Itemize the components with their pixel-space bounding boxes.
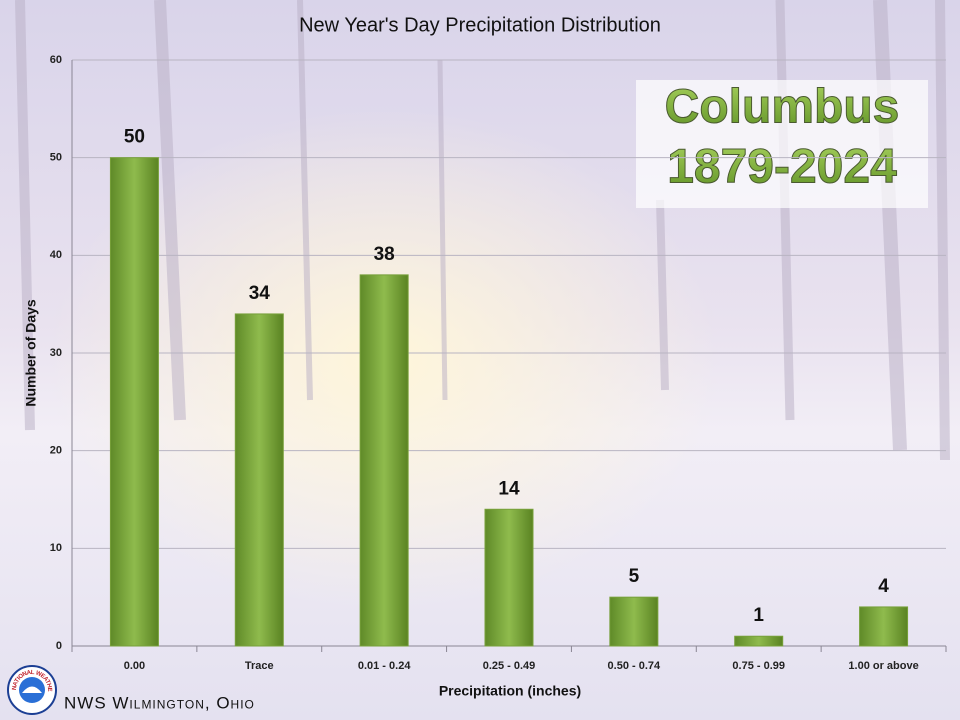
x-tick-label: 0.01 - 0.24 bbox=[358, 660, 411, 672]
data-label: 14 bbox=[498, 478, 520, 499]
bar bbox=[109, 157, 159, 647]
bar bbox=[359, 274, 409, 647]
footer: NWS Wilmington, Ohio bbox=[64, 693, 255, 712]
data-label: 34 bbox=[249, 283, 271, 304]
y-tick-label: 60 bbox=[50, 54, 62, 66]
bar bbox=[859, 606, 909, 647]
x-tick-label: 0.00 bbox=[124, 660, 145, 672]
trees bbox=[15, 0, 950, 461]
period-label: 1879-2024 bbox=[667, 141, 897, 194]
y-tick-label: 50 bbox=[50, 152, 62, 164]
data-label: 4 bbox=[878, 576, 889, 597]
x-tick-label: 0.75 - 0.99 bbox=[732, 660, 785, 672]
label-box bbox=[636, 80, 928, 208]
data-label: 50 bbox=[124, 127, 145, 148]
location-label: Columbus bbox=[665, 81, 900, 134]
data-label: 38 bbox=[374, 244, 395, 265]
data-label: 5 bbox=[629, 566, 640, 587]
y-tick-label: 20 bbox=[50, 445, 62, 457]
y-tick-label: 0 bbox=[56, 640, 62, 652]
y-tick-label: 40 bbox=[50, 249, 62, 261]
y-tick-label: 30 bbox=[50, 347, 62, 359]
bar bbox=[609, 596, 659, 647]
bar bbox=[484, 508, 534, 647]
bar bbox=[734, 635, 784, 647]
y-axis-label: Number of Days bbox=[23, 299, 39, 407]
y-tick-label: 10 bbox=[50, 542, 62, 554]
x-tick-label: 1.00 or above bbox=[848, 660, 918, 672]
x-tick-label: 0.25 - 0.49 bbox=[483, 660, 536, 672]
x-tick-label: Trace bbox=[245, 660, 274, 672]
chart-title: New Year's Day Precipitation Distributio… bbox=[299, 14, 661, 36]
x-axis-label: Precipitation (inches) bbox=[439, 683, 581, 699]
x-tick-label: 0.50 - 0.74 bbox=[608, 660, 661, 672]
bar bbox=[234, 313, 284, 647]
data-label: 1 bbox=[753, 605, 764, 626]
